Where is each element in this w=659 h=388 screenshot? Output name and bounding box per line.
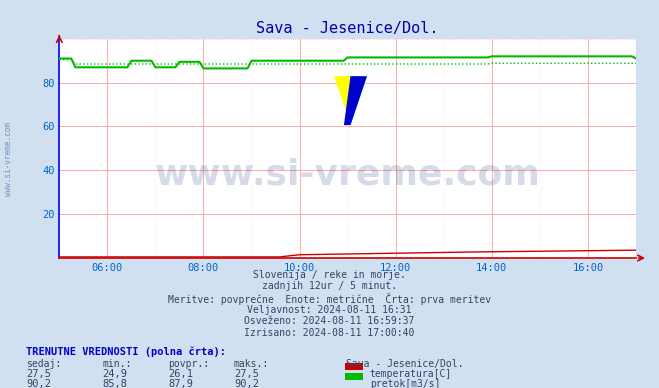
- Text: www.si-vreme.com: www.si-vreme.com: [155, 158, 540, 192]
- Text: Sava - Jesenice/Dol.: Sava - Jesenice/Dol.: [346, 359, 463, 369]
- Text: 90,2: 90,2: [234, 379, 259, 388]
- Text: Meritve: povprečne  Enote: metrične  Črta: prva meritev: Meritve: povprečne Enote: metrične Črta:…: [168, 293, 491, 305]
- Text: temperatura[C]: temperatura[C]: [370, 369, 452, 379]
- Text: www.si-vreme.com: www.si-vreme.com: [4, 122, 13, 196]
- Text: 26,1: 26,1: [168, 369, 193, 379]
- Text: Osveženo: 2024-08-11 16:59:37: Osveženo: 2024-08-11 16:59:37: [244, 316, 415, 326]
- Text: 90,2: 90,2: [26, 379, 51, 388]
- Text: pretok[m3/s]: pretok[m3/s]: [370, 379, 440, 388]
- Text: Veljavnost: 2024-08-11 16:31: Veljavnost: 2024-08-11 16:31: [247, 305, 412, 315]
- Text: povpr.:: povpr.:: [168, 359, 209, 369]
- Text: 24,9: 24,9: [102, 369, 127, 379]
- Polygon shape: [344, 76, 367, 125]
- Text: 27,5: 27,5: [234, 369, 259, 379]
- Text: sedaj:: sedaj:: [26, 359, 61, 369]
- Text: TRENUTNE VREDNOSTI (polna črta):: TRENUTNE VREDNOSTI (polna črta):: [26, 346, 226, 357]
- Text: 27,5: 27,5: [26, 369, 51, 379]
- Text: 85,8: 85,8: [102, 379, 127, 388]
- Text: min.:: min.:: [102, 359, 132, 369]
- Title: Sava - Jesenice/Dol.: Sava - Jesenice/Dol.: [256, 21, 439, 36]
- Text: 87,9: 87,9: [168, 379, 193, 388]
- Polygon shape: [334, 76, 351, 125]
- Text: Slovenija / reke in morje.: Slovenija / reke in morje.: [253, 270, 406, 280]
- Polygon shape: [351, 76, 367, 125]
- Text: maks.:: maks.:: [234, 359, 269, 369]
- Text: zadnjih 12ur / 5 minut.: zadnjih 12ur / 5 minut.: [262, 281, 397, 291]
- Text: Izrisano: 2024-08-11 17:00:40: Izrisano: 2024-08-11 17:00:40: [244, 328, 415, 338]
